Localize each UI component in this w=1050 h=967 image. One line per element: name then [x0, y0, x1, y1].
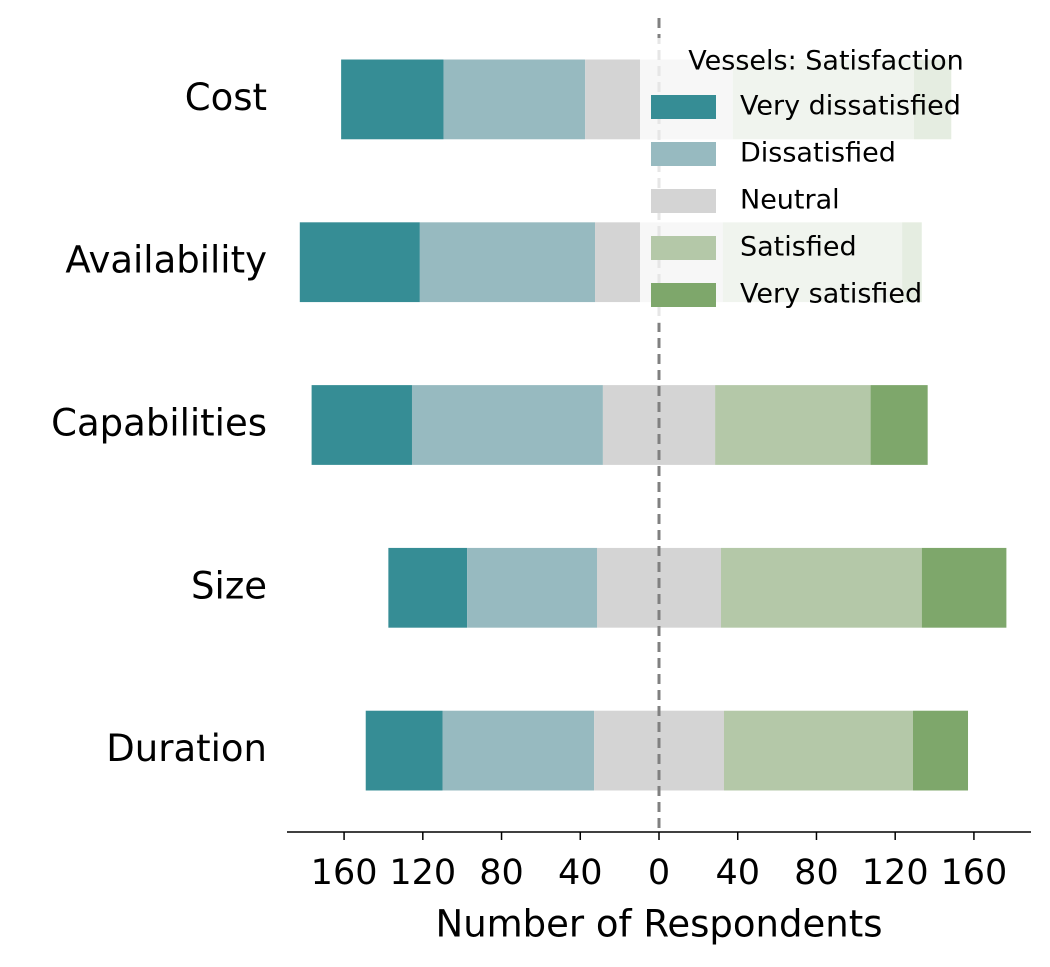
legend-label: Dissatisfied: [740, 138, 896, 169]
bar-segment: [912, 710, 969, 791]
bar-segment: [721, 547, 922, 628]
legend-label: Satisfied: [740, 232, 857, 263]
bar-segment: [411, 385, 603, 465]
bar-segment: [365, 710, 443, 791]
y-tick-label: Cost: [185, 76, 267, 119]
bar-segment: [388, 547, 468, 628]
legend-label: Very dissatisfied: [740, 91, 961, 122]
x-tick-label: 0: [648, 853, 670, 893]
bar-segment: [443, 59, 586, 140]
legend-box: [640, 38, 1018, 323]
x-tick-label: 40: [558, 853, 603, 893]
bar-segment: [467, 547, 597, 628]
bar-segment: [341, 59, 444, 140]
legend-swatch: [651, 95, 716, 119]
y-tick-label: Size: [191, 564, 267, 607]
y-tick-label: Availability: [65, 239, 267, 282]
x-tick-label: 120: [389, 853, 456, 893]
legend-swatch: [651, 236, 716, 260]
x-tick-label: 80: [794, 853, 839, 893]
legend-swatch: [651, 283, 716, 307]
bar-segment: [870, 385, 928, 465]
legend-swatch: [651, 142, 716, 166]
y-tick-label: Duration: [106, 727, 267, 770]
x-axis-label: Number of Respondents: [436, 903, 883, 946]
bar-segment: [723, 710, 913, 791]
x-tick-label: 160: [311, 853, 378, 893]
bar-segment: [311, 385, 412, 465]
legend: Vessels: Satisfaction Very dissatisfied Di…: [640, 38, 1018, 323]
bar-segment: [442, 710, 595, 791]
bar-segment: [921, 547, 1007, 628]
x-tick-label: 120: [862, 853, 929, 893]
legend-label: Very satisfied: [740, 279, 922, 310]
x-tick-label: 40: [715, 853, 760, 893]
x-tick-label: 160: [941, 853, 1008, 893]
legend-label: Neutral: [740, 185, 840, 216]
legend-title: Vessels: Satisfaction: [688, 46, 963, 77]
y-tick-label: Capabilities: [51, 402, 267, 445]
legend-swatch: [651, 189, 716, 213]
bar-segment: [299, 222, 420, 303]
bar-segment: [715, 385, 871, 465]
x-tick-label: 80: [479, 853, 524, 893]
bar-segment: [419, 222, 596, 303]
